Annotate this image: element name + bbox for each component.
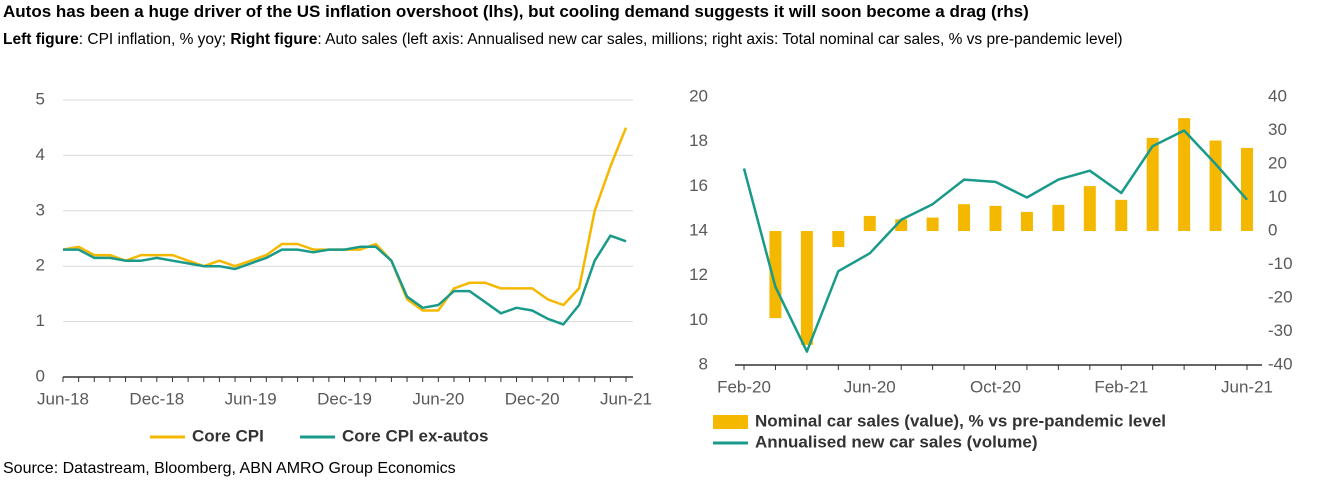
bar: [895, 219, 908, 231]
y2-tick-label: -10: [1268, 254, 1293, 273]
bar: [926, 217, 939, 231]
subtitle-part: : CPI inflation, % yoy;: [78, 31, 231, 48]
legend-label: Core CPI ex-autos: [342, 426, 488, 445]
legend-swatch: [713, 415, 748, 429]
y-tick-label: 20: [689, 86, 708, 105]
bar: [1178, 118, 1191, 231]
y-tick-label: 10: [689, 310, 708, 329]
x-tick-label: Jun-19: [225, 389, 277, 408]
y-tick-label: 1: [36, 311, 45, 330]
bar: [1083, 186, 1096, 231]
x-tick-label: Jun-21: [1221, 377, 1273, 396]
bar: [1115, 199, 1128, 231]
x-tick-label: Oct-20: [970, 377, 1021, 396]
bar: [832, 231, 845, 248]
x-tick-label: Feb-20: [717, 377, 771, 396]
y-tick-label: 14: [689, 220, 708, 239]
y-tick-label: 16: [689, 176, 708, 195]
x-tick-label: Jun-20: [412, 389, 464, 408]
y-tick-label: 18: [689, 131, 708, 150]
y-tick-label: 0: [36, 366, 45, 385]
y2-tick-label: 0: [1268, 220, 1277, 239]
x-tick-label: Jun-18: [37, 389, 89, 408]
y-tick-label: 8: [699, 354, 708, 373]
y-tick-label: 12: [689, 265, 708, 284]
bar: [989, 205, 1002, 231]
subtitle-part: Left figure: [3, 31, 79, 48]
subtitle-part: : Auto sales (left axis: Annualised new …: [317, 31, 1123, 48]
x-tick-label: Dec-18: [129, 389, 184, 408]
line-series: [63, 234, 627, 326]
x-tick-label: Dec-19: [317, 389, 372, 408]
subtitle: Left figure: CPI inflation, % yoy; Right…: [3, 28, 1333, 51]
y2-tick-label: 20: [1268, 153, 1287, 172]
y-tick-label: 4: [36, 145, 45, 164]
bar: [1146, 137, 1159, 231]
y2-tick-label: -20: [1268, 287, 1293, 306]
title: Autos has been a huge driver of the US i…: [3, 2, 1029, 21]
x-tick-label: Jun-20: [844, 377, 896, 396]
x-tick-label: Feb-21: [1094, 377, 1148, 396]
bar: [1209, 140, 1222, 231]
y-tick-label: 5: [36, 89, 45, 108]
bar: [863, 215, 876, 231]
y2-tick-label: -40: [1268, 354, 1293, 373]
x-tick-label: Dec-20: [505, 389, 560, 408]
source: Source: Datastream, Bloomberg, ABN AMRO …: [3, 460, 456, 477]
bar: [769, 231, 782, 319]
x-tick-label: Jun-21: [600, 389, 652, 408]
y2-tick-label: 30: [1268, 120, 1287, 139]
bar: [1020, 211, 1033, 231]
y2-tick-label: 10: [1268, 187, 1287, 206]
y2-tick-label: 40: [1268, 86, 1287, 105]
legend-label: Annualised new car sales (volume): [755, 432, 1037, 451]
y2-tick-label: -30: [1268, 321, 1293, 340]
bar: [800, 231, 813, 345]
subtitle-part: Right figure: [230, 31, 318, 48]
y-tick-label: 3: [36, 200, 45, 219]
legend-label: Core CPI: [192, 426, 264, 445]
bar: [958, 204, 971, 231]
legend-label: Nominal car sales (value), % vs pre-pand…: [755, 411, 1166, 430]
line-series: [742, 129, 1248, 353]
bar: [1052, 204, 1065, 231]
y-tick-label: 2: [36, 256, 45, 275]
bar: [1241, 147, 1253, 231]
